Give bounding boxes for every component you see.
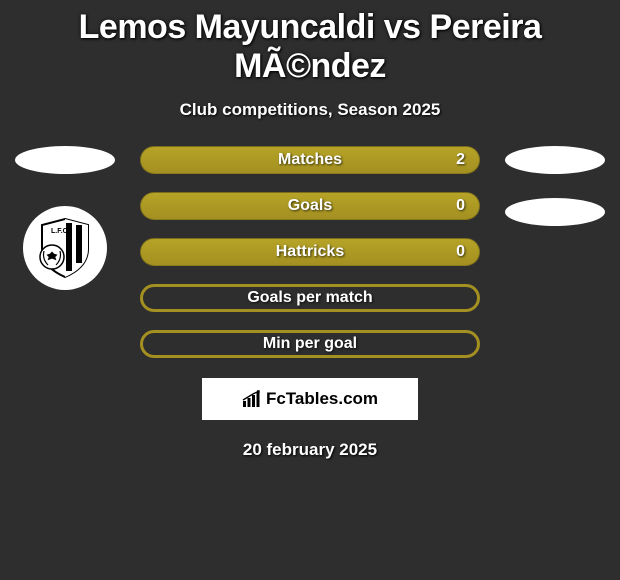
stat-value: 0 (456, 243, 465, 261)
club-crest: L.F.C (23, 206, 107, 290)
stat-label: Hattricks (276, 243, 344, 261)
stat-bar-min-per-goal: Min per goal (140, 330, 480, 358)
stat-label: Goals per match (247, 289, 372, 307)
brand-inner: FcTables.com (242, 389, 378, 409)
right-column (500, 146, 610, 226)
comparison-layout: L.F.C Matches 2 Goals 0 Hattricks 0 Goal… (0, 146, 620, 460)
stats-column: Matches 2 Goals 0 Hattricks 0 Goals per … (135, 146, 485, 460)
brand-text: FcTables.com (266, 389, 378, 409)
stat-label: Goals (288, 197, 332, 215)
stat-label: Min per goal (263, 335, 357, 353)
stat-bar-hattricks: Hattricks 0 (140, 238, 480, 266)
page-title: Lemos Mayuncaldi vs Pereira MÃ©ndez (0, 0, 620, 86)
date-label: 20 february 2025 (243, 440, 377, 460)
player-shape-left-1 (15, 146, 115, 174)
shield-icon: L.F.C (30, 213, 100, 283)
stat-label: Matches (278, 151, 342, 169)
stat-value: 0 (456, 197, 465, 215)
svg-text:L.F.C: L.F.C (51, 228, 68, 235)
stat-value: 2 (456, 151, 465, 169)
brand-box[interactable]: FcTables.com (202, 378, 418, 420)
player-shape-right-1 (505, 146, 605, 174)
page-subtitle: Club competitions, Season 2025 (0, 100, 620, 120)
stat-bar-goals-per-match: Goals per match (140, 284, 480, 312)
stat-bar-matches: Matches 2 (140, 146, 480, 174)
left-column: L.F.C (10, 146, 120, 290)
chart-icon (242, 390, 262, 408)
stat-bar-goals: Goals 0 (140, 192, 480, 220)
player-shape-right-2 (505, 198, 605, 226)
